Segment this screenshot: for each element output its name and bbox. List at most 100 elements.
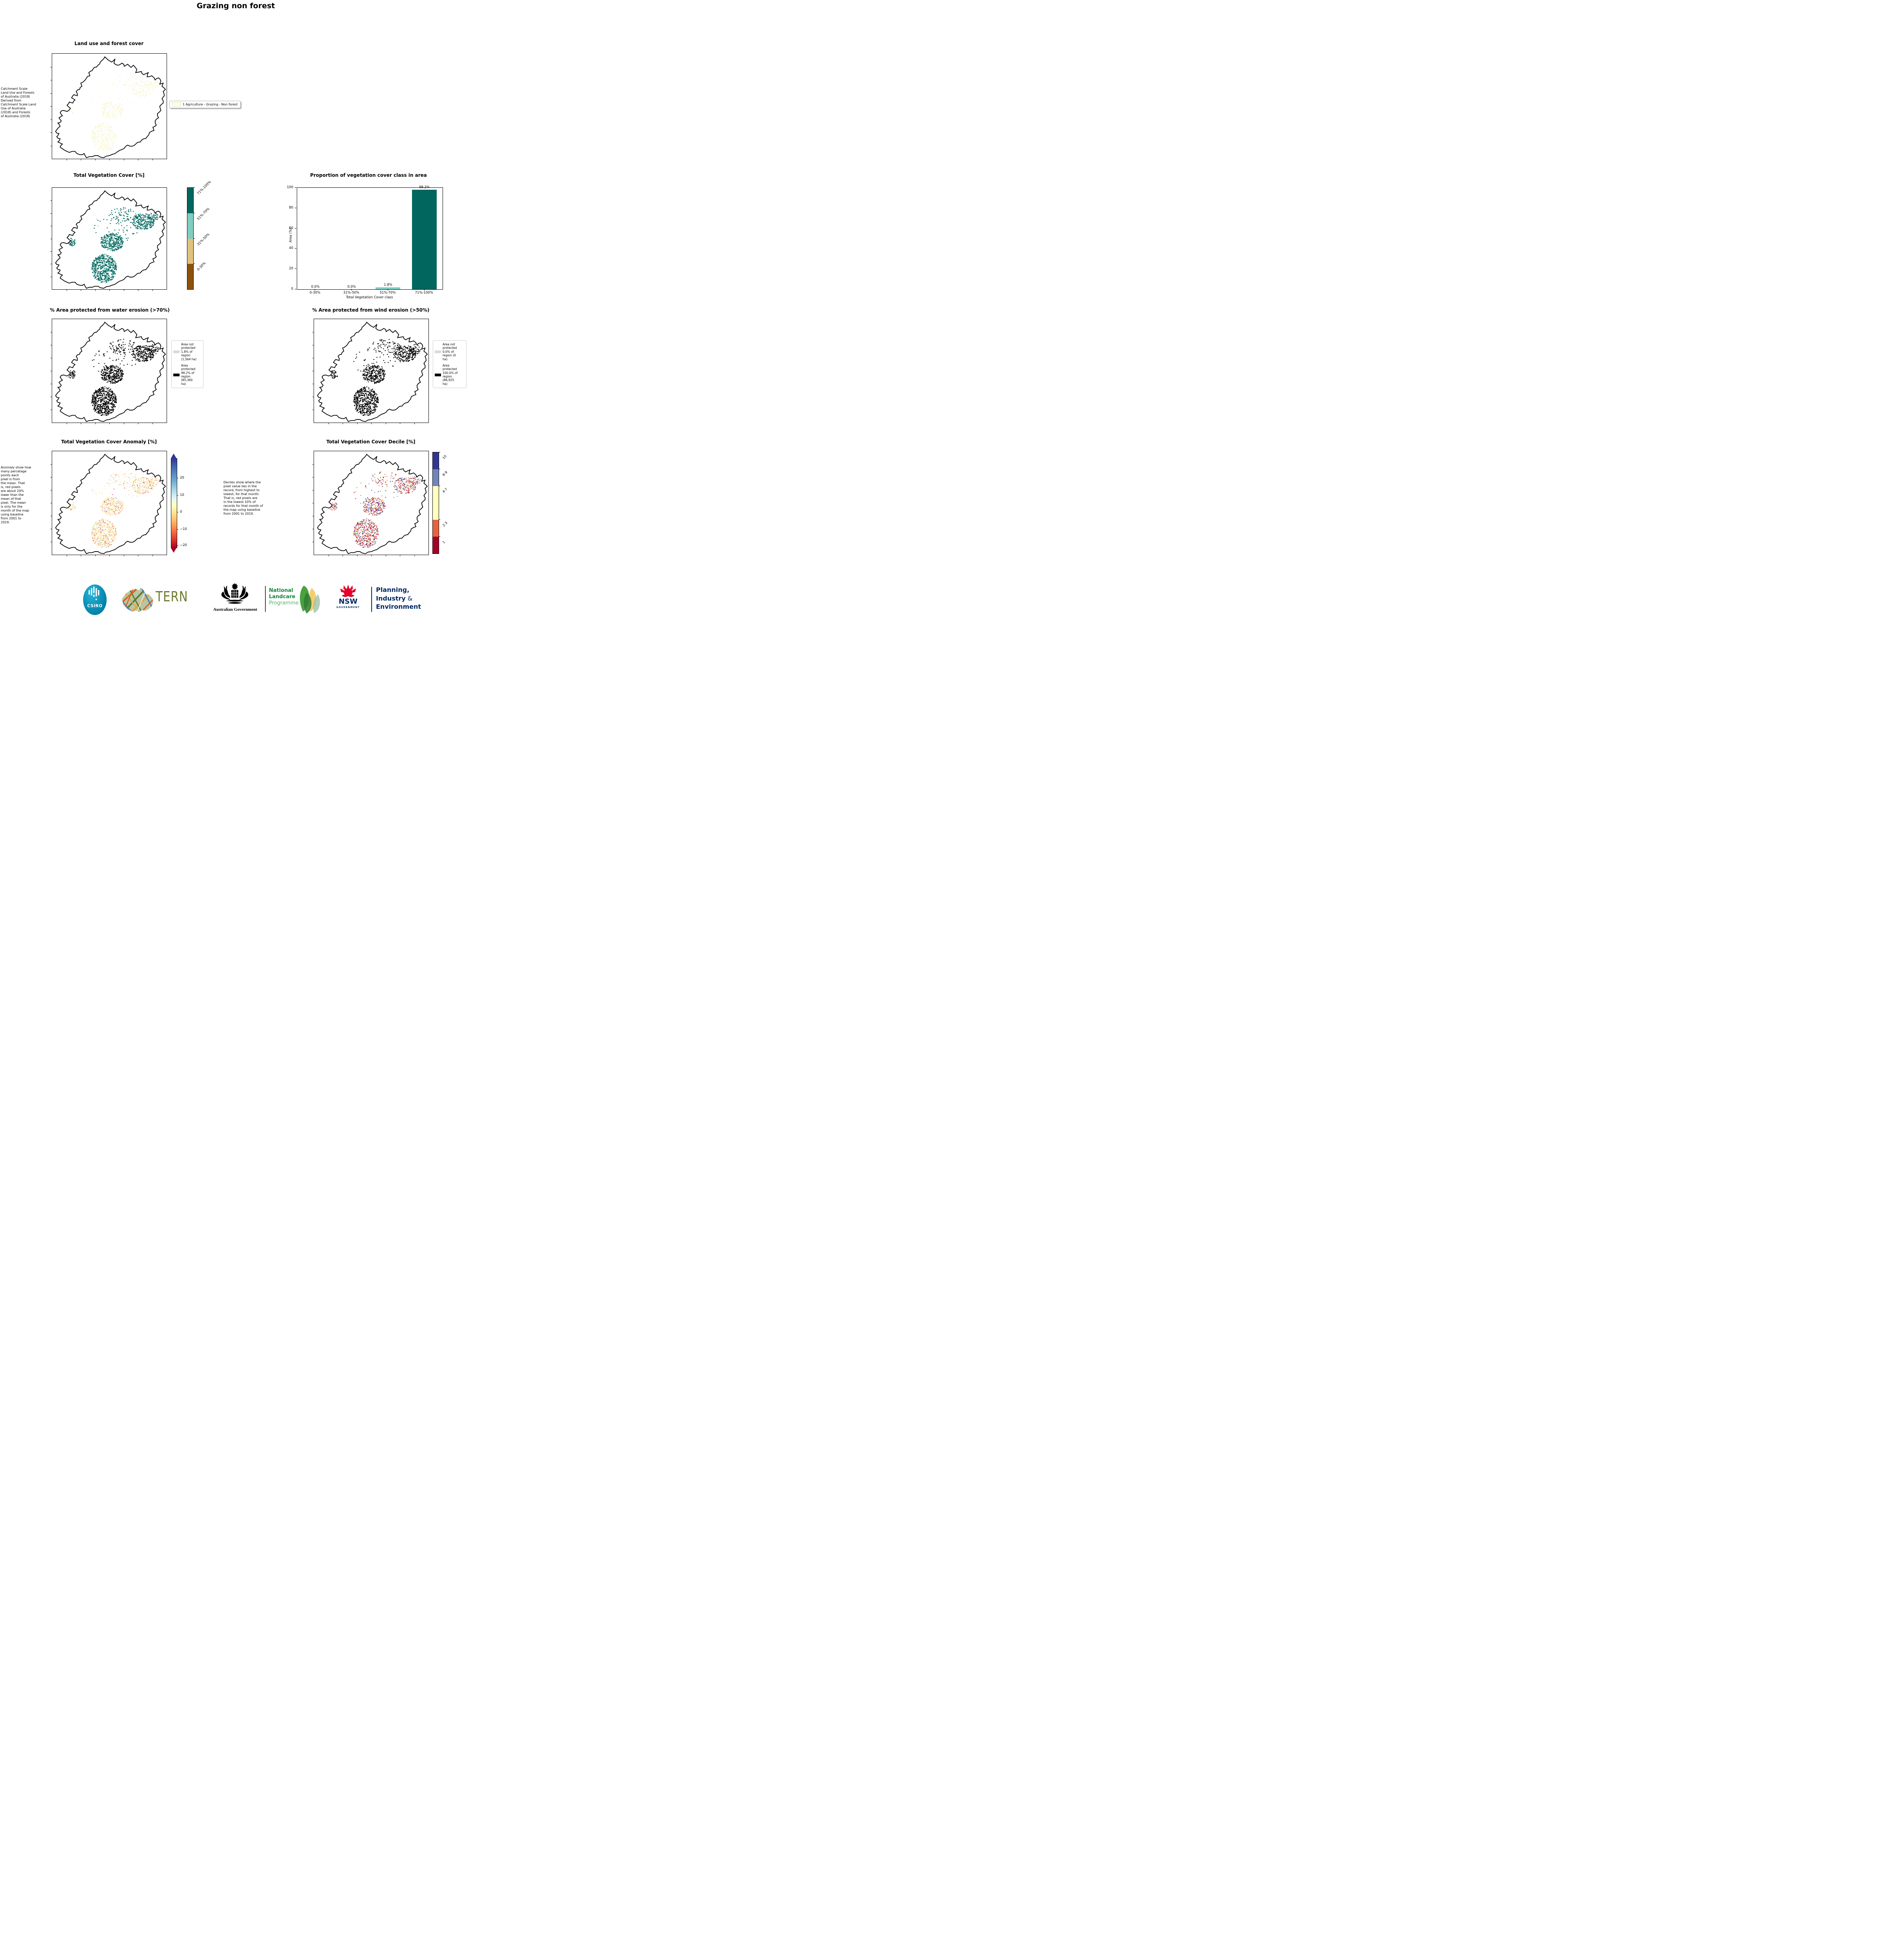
landuse-legend: 1 Agriculture - Grazing - Non forest: [169, 101, 241, 108]
legend-text: Area not protected 1.8% of region (1,564…: [181, 343, 197, 361]
axis-tick: [109, 289, 110, 291]
landuse-title: Land use and forest cover: [74, 41, 144, 46]
y-tick-label: 40: [289, 246, 293, 250]
axis-tick: [51, 251, 52, 252]
nsw-logo-text: NSW: [339, 597, 358, 606]
y-tick-label: 20: [289, 267, 293, 271]
decile-note: Deciles show where the pixel value lies …: [223, 481, 263, 515]
nsw-waratah-icon: [340, 584, 356, 597]
legend-text: Area not protected 0.0% of region (0 ha): [443, 343, 457, 361]
y-tick-label: 80: [289, 205, 293, 210]
bar-value-label: 0.0%: [347, 285, 356, 289]
nlp-leaves-icon: [300, 586, 320, 613]
water-map: [51, 319, 167, 424]
axis-tick: [414, 555, 415, 556]
legend-swatch: [173, 373, 180, 376]
anomaly-colorbar: 20 10 0 −10 −20: [171, 454, 202, 553]
legend-entry: Area not protected 1.8% of region (1,564…: [173, 343, 201, 361]
bar-71%-100%: [412, 189, 437, 289]
y-tick: [295, 228, 296, 229]
logo-divider-1: [265, 586, 266, 612]
chart-x-axis-label: Total Vegetation Cover class: [346, 296, 393, 299]
decile-title: Total Vegetation Cover Decile [%]: [326, 439, 416, 445]
australian-government-text: Australian Government: [213, 607, 258, 612]
axis-tick: [109, 555, 110, 556]
axis-tick: [109, 423, 110, 424]
pie-line2: Industry &: [376, 594, 413, 602]
map-canvas: [314, 451, 428, 555]
colorbar-label: 51%-70%: [196, 207, 211, 221]
nsw-government-text: GOVERNMENT: [336, 606, 360, 609]
bar-value-label: 98.2%: [419, 185, 430, 189]
axis-tick: [371, 423, 372, 424]
tern-australia-icon: [122, 588, 153, 614]
axis-tick: [312, 464, 314, 465]
y-tick-label: 60: [289, 226, 293, 230]
legend-text: Area protected 98.2% of region (85,360 h…: [181, 363, 196, 386]
nlp-line3: Programme: [269, 600, 299, 606]
australian-coat-of-arms-icon: [221, 583, 249, 604]
colorbar-segment: [187, 188, 193, 213]
x-tick-label: 31%-50%: [343, 291, 359, 295]
axis-tick: [95, 423, 96, 424]
axis-tick: [152, 423, 153, 424]
bar-value-label: 1.8%: [384, 283, 392, 287]
map-pixels: [68, 339, 159, 416]
pie-ampersand: &: [405, 594, 413, 602]
anomaly-tick-label: −20: [180, 543, 187, 548]
anomaly-colorbar-top-arrow: [171, 454, 176, 458]
map-canvas: [52, 451, 167, 555]
map-pixels: [68, 74, 159, 152]
y-tick: [295, 248, 296, 249]
anomaly-note: Anomaly show how many percetage points e…: [1, 466, 31, 524]
legend-entry: Area not protected 0.0% of region (0 ha): [435, 343, 465, 361]
bar-value-label: 0.0%: [311, 285, 320, 289]
axis-tick: [51, 464, 52, 465]
nlp-line1: National: [269, 588, 293, 593]
landuse-note: Catchment Scale Land Use and Forests of …: [1, 87, 36, 118]
map-canvas: [52, 319, 167, 423]
csiro-waveform-icon: [89, 586, 100, 600]
csiro-logo: CSIRO: [83, 584, 107, 615]
colorbar-label: 4-7: [442, 487, 448, 494]
axis-tick: [152, 555, 153, 556]
axis-tick: [95, 289, 96, 291]
colorbar-label: 1: [442, 540, 446, 545]
map-canvas: [314, 319, 428, 423]
catchment-outline: [56, 454, 165, 554]
x-tick-label: 0-30%: [309, 291, 321, 295]
colorbar-label: 0-30%: [196, 261, 207, 272]
map-pixels: [330, 471, 421, 548]
nlp-logo-text: National Landcare Programme: [269, 588, 299, 606]
axis-tick: [95, 159, 96, 160]
catchment-outline: [56, 322, 165, 421]
colorbar-label: 2-3: [442, 521, 448, 528]
colorbar-strip: [187, 187, 194, 290]
vegcover-title: Total Vegetation Cover [%]: [73, 172, 145, 178]
legend-entry: Area protected 100.0% of region (86,925 …: [435, 364, 465, 386]
y-tick-label: 0: [291, 287, 293, 291]
legend-text: Area protected 100.0% of region (86,925 …: [443, 363, 458, 386]
axis-tick: [152, 159, 153, 160]
water-legend: Area not protected 1.8% of region (1,564…: [171, 340, 203, 388]
colorbar-label: 31%-50%: [196, 232, 211, 247]
vegcover-map: [51, 187, 167, 291]
page-title: Grazing non forest: [196, 2, 275, 10]
axis-tick: [51, 93, 52, 94]
colorbar-label: 71%-100%: [196, 180, 212, 196]
decile-colorbar: 10 8-9 4-7 2-3 1: [432, 452, 468, 554]
x-tick-label: 51%-70%: [379, 291, 396, 295]
wind-map: [312, 319, 429, 424]
tern-logo-text: TERN: [156, 589, 188, 605]
colorbar-segment: [433, 469, 439, 486]
legend-entry: Area protected 98.2% of region (85,360 h…: [173, 364, 201, 386]
x-tick-label: 71%-100%: [415, 291, 433, 295]
map-canvas: [52, 188, 167, 289]
map-pixels: [330, 339, 421, 416]
axis-tick: [357, 423, 358, 424]
colorbar-tick: [439, 536, 440, 537]
y-tick-label: 100: [287, 185, 293, 189]
colorbar-tick: [439, 519, 440, 520]
colorbar-tick: [193, 263, 195, 264]
colorbar-segment: [433, 537, 439, 554]
